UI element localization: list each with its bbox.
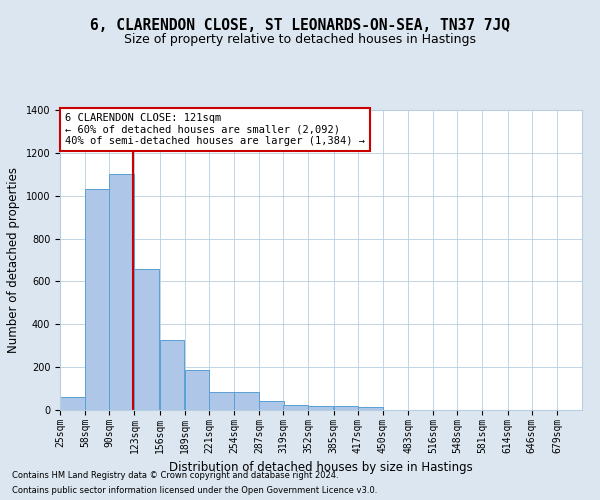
- Bar: [185, 370, 209, 410]
- Bar: [358, 407, 383, 410]
- Text: Size of property relative to detached houses in Hastings: Size of property relative to detached ho…: [124, 32, 476, 46]
- Text: 6, CLARENDON CLOSE, ST LEONARDS-ON-SEA, TN37 7JQ: 6, CLARENDON CLOSE, ST LEONARDS-ON-SEA, …: [90, 18, 510, 32]
- Bar: [160, 340, 184, 410]
- Bar: [85, 190, 110, 410]
- Text: Contains HM Land Registry data © Crown copyright and database right 2024.: Contains HM Land Registry data © Crown c…: [12, 471, 338, 480]
- Bar: [334, 406, 358, 410]
- Bar: [283, 404, 308, 410]
- Bar: [234, 392, 259, 410]
- Bar: [259, 402, 284, 410]
- Bar: [60, 397, 85, 410]
- Bar: [308, 406, 333, 410]
- Bar: [209, 392, 233, 410]
- Bar: [109, 174, 134, 410]
- Bar: [134, 268, 159, 410]
- Text: Contains public sector information licensed under the Open Government Licence v3: Contains public sector information licen…: [12, 486, 377, 495]
- X-axis label: Distribution of detached houses by size in Hastings: Distribution of detached houses by size …: [169, 461, 473, 474]
- Text: 6 CLARENDON CLOSE: 121sqm
← 60% of detached houses are smaller (2,092)
40% of se: 6 CLARENDON CLOSE: 121sqm ← 60% of detac…: [65, 113, 365, 146]
- Y-axis label: Number of detached properties: Number of detached properties: [7, 167, 20, 353]
